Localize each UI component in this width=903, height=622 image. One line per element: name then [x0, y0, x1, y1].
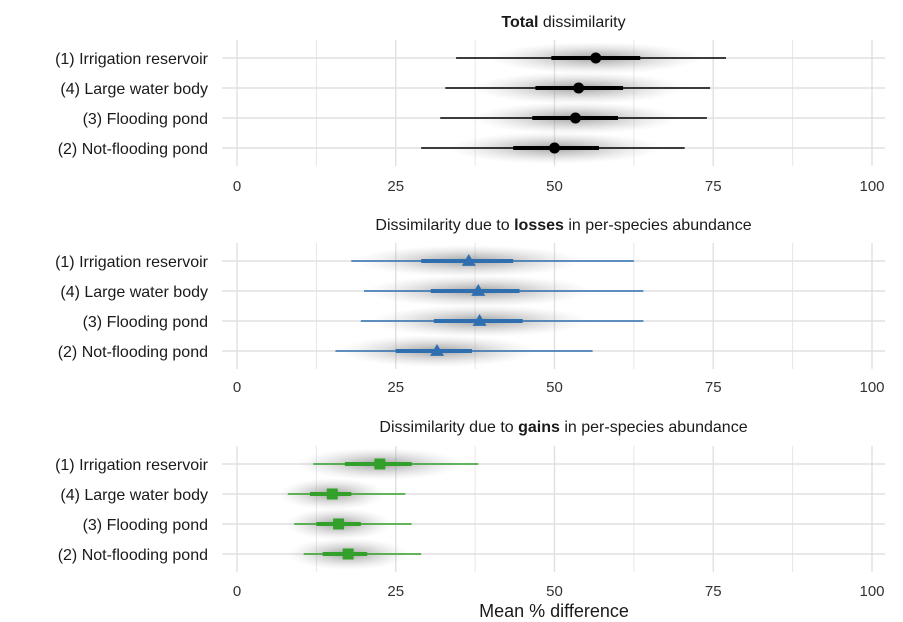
x-tick-label: 0	[233, 178, 241, 195]
x-tick-label: 25	[387, 379, 404, 396]
x-tick-label: 25	[387, 583, 404, 600]
x-tick-label: 100	[859, 583, 884, 600]
x-tick-label: 0	[233, 583, 241, 600]
mean-point	[342, 548, 354, 560]
category-label: (4) Large water body	[60, 487, 208, 504]
x-tick-label: 100	[859, 178, 884, 195]
x-tick-label: 50	[546, 583, 563, 600]
mean-point	[549, 142, 560, 154]
x-tick-label: 0	[233, 379, 241, 396]
mean-point	[569, 112, 581, 124]
x-tick-label: 25	[387, 178, 404, 195]
category-label: (2) Not-flooding pond	[58, 547, 208, 564]
category-label: (3) Flooding pond	[83, 517, 208, 534]
mean-point	[461, 254, 476, 266]
x-tick-label: 75	[705, 583, 722, 600]
category-label: (4) Large water body	[60, 81, 208, 98]
panel-2: Dissimilarity due to losses in per-speci…	[55, 217, 885, 396]
mean-point	[326, 488, 338, 500]
category-label: (3) Flooding pond	[83, 111, 208, 128]
mean-point	[590, 52, 602, 64]
x-tick-label: 50	[546, 178, 563, 195]
panel-3: Dissimilarity due to gains in per-specie…	[55, 419, 885, 600]
x-tick-label: 75	[705, 178, 722, 195]
category-label: (1) Irrigation reservoir	[55, 457, 209, 474]
x-axis-title: Mean % difference	[479, 601, 629, 621]
category-label: (4) Large water body	[60, 284, 208, 301]
mean-point	[374, 458, 386, 470]
category-label: (1) Irrigation reservoir	[55, 254, 209, 271]
category-label: (1) Irrigation reservoir	[55, 51, 209, 68]
category-label: (2) Not-flooding pond	[58, 344, 208, 361]
x-tick-label: 50	[546, 379, 563, 396]
mean-point	[573, 82, 585, 94]
panel-1: Total dissimilarity (1) Irrigation reserv…	[55, 14, 885, 195]
mean-point	[472, 314, 487, 326]
mean-point	[430, 344, 445, 356]
panel-title: Dissimilarity due to losses in per-speci…	[375, 217, 751, 234]
panel-title: Total dissimilarity	[501, 14, 625, 31]
x-tick-label: 100	[859, 379, 884, 396]
mean-point	[471, 284, 486, 296]
panel-title: Dissimilarity due to gains in per-specie…	[379, 419, 747, 436]
x-tick-label: 75	[705, 379, 722, 396]
category-label: (2) Not-flooding pond	[58, 141, 208, 158]
category-label: (3) Flooding pond	[83, 314, 208, 331]
mean-point	[333, 518, 345, 530]
